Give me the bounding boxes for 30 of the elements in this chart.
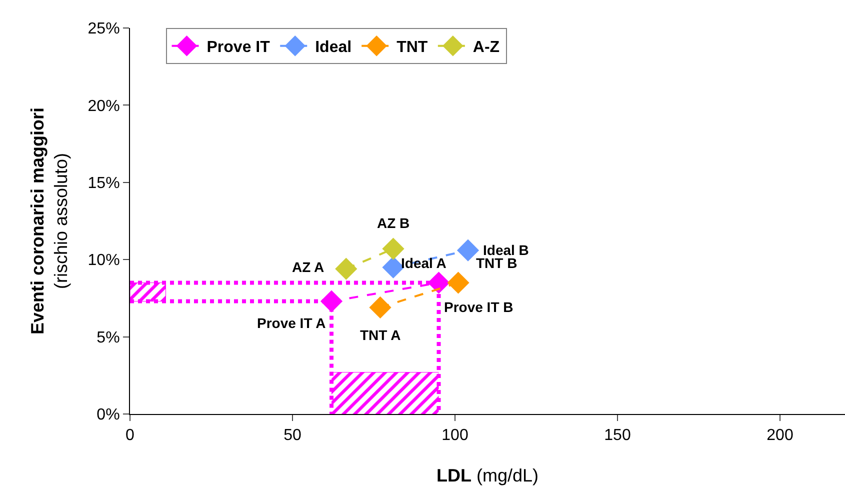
y-tick-label: 10% [88,252,120,270]
annotation: TNT B [476,255,518,271]
annotation: Ideal A [401,255,446,271]
annotation: Ideal B [483,242,529,258]
y-tick-label: 0% [96,406,120,424]
annotation: AZ B [377,215,410,231]
y-tick-label: 5% [96,329,120,346]
legend-label: A-Z [472,39,500,56]
y-tick-label: 20% [88,98,120,115]
annotation: Prove IT B [444,299,514,315]
x-axis-title: LDL (mg/dL) [436,465,539,486]
y-tick-label: 15% [88,175,120,192]
x-tick-label: 150 [604,427,631,444]
x-tick-label: 50 [284,427,302,444]
y-axis-title: Eventi coronarici maggiori (rischio assoluto) [28,107,71,335]
annotation: AZ A [292,259,324,275]
y-tick-label: 25% [88,20,120,38]
point [447,272,470,294]
point [369,296,392,319]
legend-label: Ideal [315,39,352,56]
annotation: Prove IT A [257,315,326,331]
x-tick-label: 0 [126,427,135,444]
point [428,272,450,294]
x-tick-label: 200 [766,427,794,444]
annotation: TNT A [360,327,401,343]
point [335,258,358,280]
legend-label: Prove IT [206,39,270,56]
point [320,290,343,312]
x-tick-label: 100 [442,427,468,444]
legend-label: TNT [396,39,428,56]
